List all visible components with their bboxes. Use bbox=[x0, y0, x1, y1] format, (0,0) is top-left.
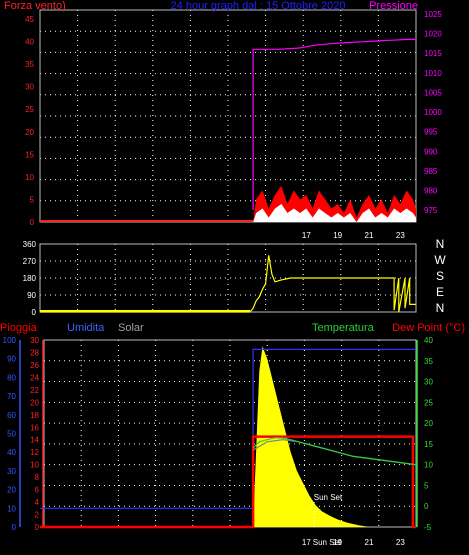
rain-tick: 14 bbox=[30, 436, 39, 445]
rain-tick: 10 bbox=[30, 461, 39, 470]
direction-tick: 0 bbox=[32, 308, 37, 317]
pressure-axis-label: Pressione bbox=[369, 0, 418, 12]
temperature-label: Temperatura bbox=[312, 322, 375, 334]
dew-point-label: Dew Point (°C) bbox=[392, 322, 465, 334]
pressure-tick: 1010 bbox=[424, 69, 442, 78]
time-tick: 19 bbox=[333, 231, 342, 240]
direction-tick: 180 bbox=[23, 274, 37, 283]
p3-frame bbox=[43, 339, 417, 528]
rain-tick: 30 bbox=[30, 336, 39, 345]
pressure-tick: 995 bbox=[424, 128, 438, 137]
pressure-tick: 1000 bbox=[424, 108, 442, 117]
temperature-tick: -5 bbox=[424, 523, 432, 532]
rain-tick: 2 bbox=[35, 511, 40, 520]
time-tick: 21 bbox=[365, 231, 374, 240]
temperature-tick: 15 bbox=[424, 440, 433, 449]
humidity-tick: 40 bbox=[7, 448, 16, 457]
rain-line bbox=[40, 435, 416, 529]
time-tick: 17 bbox=[302, 538, 311, 547]
compass-label: S bbox=[436, 269, 444, 283]
wind-tick: 30 bbox=[25, 83, 34, 92]
temperature-tick: 40 bbox=[424, 336, 433, 345]
sunset-annotation: Sun Set bbox=[314, 493, 343, 502]
rain-tick: 12 bbox=[30, 448, 39, 457]
humidity-tick: 60 bbox=[7, 411, 16, 420]
wind-tick: 40 bbox=[25, 38, 34, 47]
humidity-line bbox=[40, 348, 416, 509]
solar-label: Solar bbox=[118, 322, 144, 334]
pressure-line bbox=[252, 38, 416, 211]
wind-tick: 5 bbox=[30, 195, 35, 204]
wind-tick: 45 bbox=[25, 15, 34, 24]
time-tick: 19 bbox=[333, 538, 342, 547]
chart-title: 24 hour graph dal : 15 Ottobre 2020 bbox=[171, 0, 346, 12]
rain-tick: 8 bbox=[35, 473, 40, 482]
humidity-tick: 0 bbox=[12, 523, 17, 532]
rain-tick: 28 bbox=[30, 348, 39, 357]
direction-tick: 360 bbox=[23, 240, 37, 249]
rain-tick: 22 bbox=[30, 386, 39, 395]
rain-tick: 4 bbox=[35, 498, 40, 507]
pressure-tick: 980 bbox=[424, 187, 438, 196]
compass-label: N bbox=[436, 237, 445, 251]
rain-tick: 26 bbox=[30, 361, 39, 370]
pressure-tick: 1005 bbox=[424, 88, 442, 97]
wind-direction-line bbox=[40, 255, 416, 313]
rain-label: Pioggia bbox=[0, 322, 38, 334]
temperature-tick: 35 bbox=[424, 357, 433, 366]
humidity-tick: 20 bbox=[7, 486, 16, 495]
humidity-tick: 50 bbox=[7, 430, 16, 439]
rain-tick: 24 bbox=[30, 373, 39, 382]
rain-tick: 16 bbox=[30, 423, 39, 432]
rain-tick: 6 bbox=[35, 486, 40, 495]
temperature-tick: 0 bbox=[424, 502, 429, 511]
temperature-line bbox=[252, 437, 417, 466]
time-tick: 23 bbox=[396, 231, 405, 240]
temperature-tick: 10 bbox=[424, 461, 433, 470]
wind-tick: 25 bbox=[25, 105, 34, 114]
wind-average-area bbox=[40, 204, 416, 222]
temperature-tick: 5 bbox=[424, 481, 429, 490]
wind-tick: 10 bbox=[25, 173, 34, 182]
humidity-tick: 30 bbox=[7, 467, 16, 476]
direction-tick: 90 bbox=[27, 291, 36, 300]
humidity-tick: 90 bbox=[7, 355, 16, 364]
humidity-tick: 80 bbox=[7, 373, 16, 382]
direction-tick: 270 bbox=[23, 257, 37, 266]
time-tick: 23 bbox=[396, 538, 405, 547]
time-tick: 17 bbox=[302, 231, 311, 240]
solar-area bbox=[253, 346, 369, 527]
temperature-tick: 30 bbox=[424, 378, 433, 387]
time-tick: 21 bbox=[365, 538, 374, 547]
pressure-tick: 985 bbox=[424, 167, 438, 176]
pressure-tick: 1025 bbox=[424, 10, 442, 19]
rain-tick: 18 bbox=[30, 411, 39, 420]
wind-tick: 0 bbox=[30, 218, 35, 227]
humidity-tick: 70 bbox=[7, 392, 16, 401]
compass-label: E bbox=[436, 285, 444, 299]
humidity-tick: 10 bbox=[7, 504, 16, 513]
compass-label: W bbox=[434, 253, 446, 267]
pressure-tick: 975 bbox=[424, 206, 438, 215]
temperature-tick: 25 bbox=[424, 398, 433, 407]
pressure-tick: 1020 bbox=[424, 30, 442, 39]
pressure-tick: 990 bbox=[424, 147, 438, 156]
pressure-tick: 1015 bbox=[424, 49, 442, 58]
temperature-tick: 20 bbox=[424, 419, 433, 428]
humidity-label: Umidita bbox=[67, 322, 105, 334]
rain-tick: 0 bbox=[35, 523, 40, 532]
wind-tick: 35 bbox=[25, 60, 34, 69]
rain-tick: 20 bbox=[30, 398, 39, 407]
wind-axis-label: Forza vento) bbox=[4, 0, 66, 12]
humidity-tick: 100 bbox=[3, 336, 17, 345]
wind-tick: 20 bbox=[25, 128, 34, 137]
wind-gust-area bbox=[40, 185, 416, 222]
wind-tick: 15 bbox=[25, 150, 34, 159]
compass-label: N bbox=[436, 301, 445, 315]
sunset-annotation: Sun Set bbox=[313, 538, 342, 547]
